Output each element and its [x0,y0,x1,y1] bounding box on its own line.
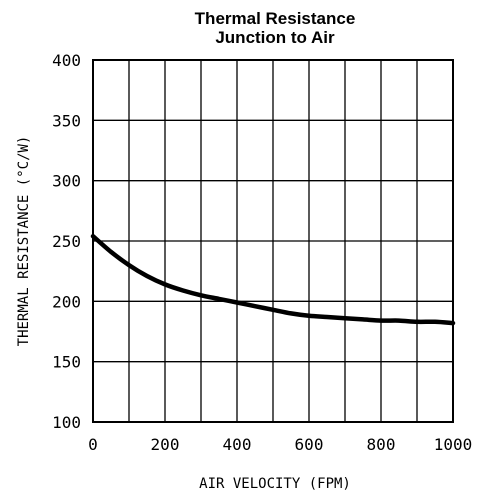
y-axis-label: THERMAL RESISTANCE (°C/W) [16,136,32,347]
series-layer [90,233,456,326]
x-tick-label: 0 [88,435,98,454]
x-tick-labels: 0 200 400 600 800 1000 [88,435,472,454]
y-tick-label: 200 [52,292,81,311]
y-tick-label: 400 [52,51,81,70]
series-line [90,233,456,326]
x-tick-label: 600 [295,435,324,454]
y-tick-label: 100 [52,413,81,432]
x-tick-label: 1000 [434,435,473,454]
x-tick-label: 200 [151,435,180,454]
y-tick-labels: 100 150 200 250 300 350 400 [52,51,81,432]
chart-title: Thermal Resistance [195,9,356,28]
y-tick-label: 250 [52,232,81,251]
x-axis-label: AIR VELOCITY (FPM) [199,476,351,492]
x-tick-label: 400 [223,435,252,454]
grid [92,59,454,423]
y-tick-label: 150 [52,353,81,372]
y-tick-label: 300 [52,172,81,191]
y-tick-label: 350 [52,111,81,130]
x-tick-label: 800 [367,435,396,454]
chart-subtitle: Junction to Air [215,28,335,47]
plot-frame [92,59,454,423]
